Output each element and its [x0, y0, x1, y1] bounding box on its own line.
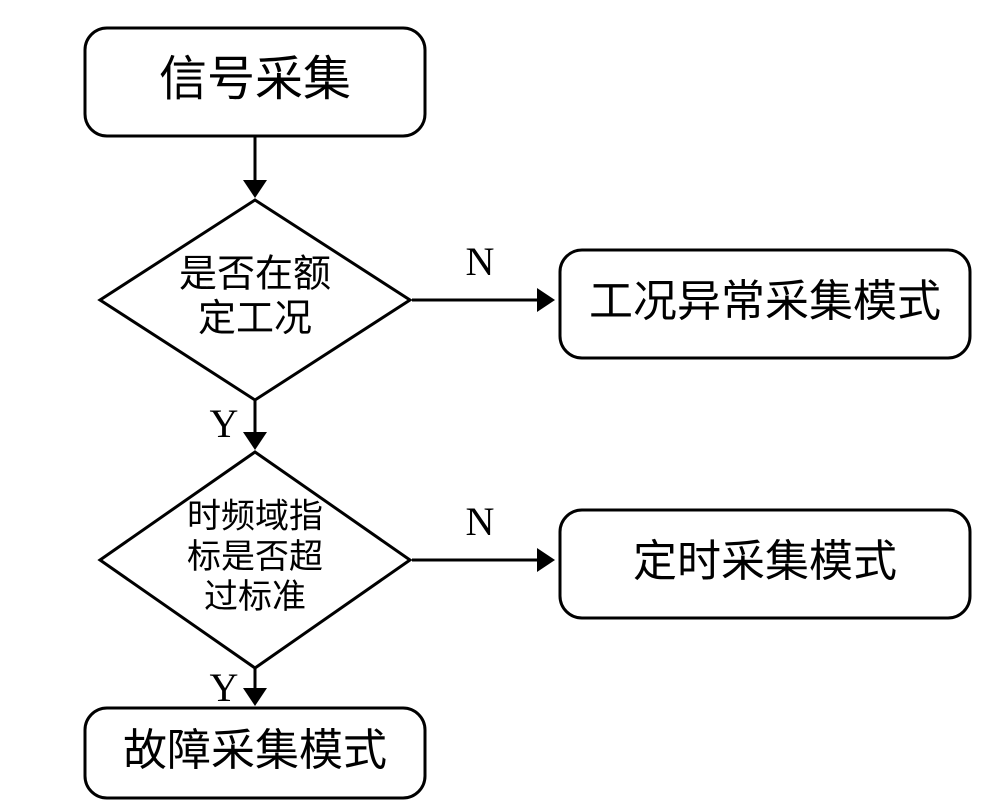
- flow-decision-decision2-line-2: 过标准: [204, 578, 306, 616]
- flow-edge-1-label: N: [466, 239, 495, 284]
- flow-node-timed-label: 定时采集模式: [633, 537, 897, 586]
- flow-node-fault-label: 故障采集模式: [123, 726, 387, 775]
- flow-node-abnormal-label: 工况异常采集模式: [589, 277, 941, 326]
- flow-node-start-label: 信号采集: [159, 53, 351, 106]
- flow-edge-2-label: Y: [210, 401, 239, 446]
- flow-decision-decision1-line-0: 是否在额: [179, 253, 331, 295]
- flow-edge-4-label: Y: [210, 665, 239, 710]
- flow-edge-3-label: N: [466, 499, 495, 544]
- flow-decision-decision2-line-1: 标是否超: [187, 538, 323, 576]
- flow-decision-decision1-line-1: 定工况: [198, 298, 312, 340]
- flow-decision-decision2-line-0: 时频域指: [187, 498, 323, 536]
